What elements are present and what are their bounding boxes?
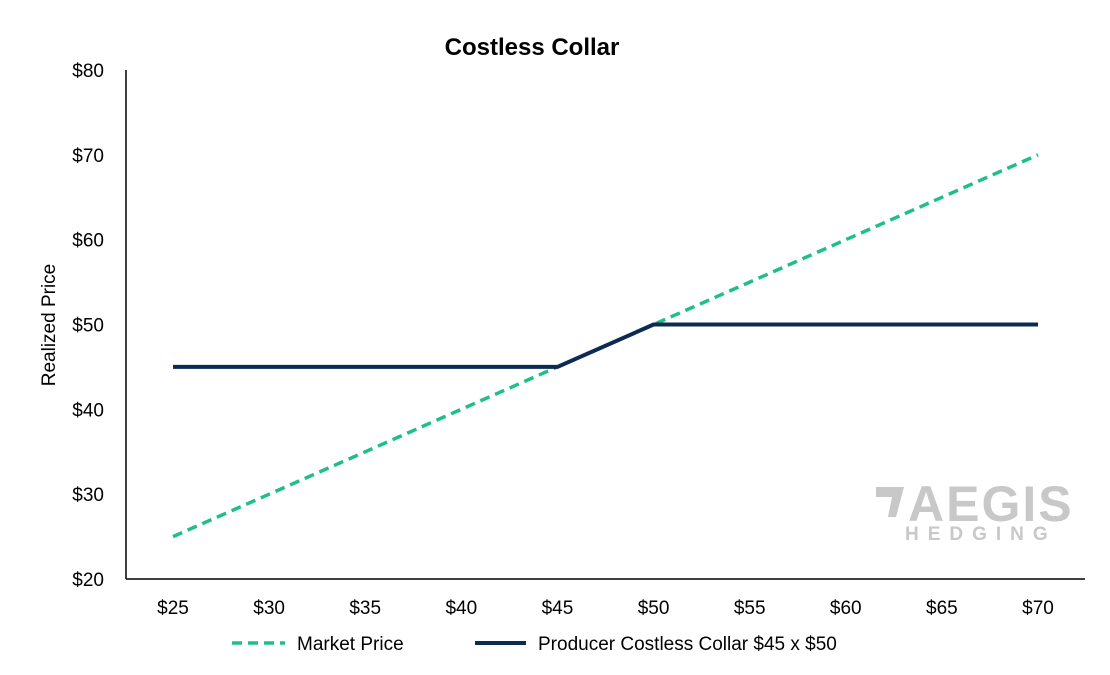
x-tick-labels: $25 $30 $35 $40 $45 $50 $55 $60 $65 $70 — [157, 598, 1054, 619]
aegis-hedging-watermark: AEGIS HEDGING — [876, 476, 1074, 545]
x-tick-label: $45 — [542, 598, 574, 619]
y-tick-label: $60 — [72, 231, 104, 252]
x-tick-label: $60 — [830, 598, 862, 619]
x-tick-label: $55 — [734, 598, 766, 619]
legend: Market Price Producer Costless Collar $45… — [232, 634, 837, 655]
x-tick-label: $25 — [157, 598, 189, 619]
y-tick-label: $40 — [72, 400, 104, 421]
chart-title: Costless Collar — [445, 34, 620, 61]
x-tick-label: $35 — [349, 598, 381, 619]
y-axis-title: Realized Price — [39, 264, 60, 387]
axes — [125, 70, 1085, 580]
watermark-line1: AEGIS — [908, 476, 1074, 532]
x-tick-label: $70 — [1022, 598, 1054, 619]
x-tick-label: $30 — [253, 598, 285, 619]
series-line-producer-costless-collar — [173, 322, 1038, 369]
x-tick-label: $40 — [445, 598, 477, 619]
y-tick-label: $30 — [72, 485, 104, 506]
aegis-logo-mark-icon — [876, 487, 904, 517]
x-tick-label: $65 — [926, 598, 958, 619]
legend-label: Market Price — [297, 634, 404, 655]
y-tick-label: $50 — [72, 316, 104, 337]
y-tick-label: $20 — [72, 570, 104, 591]
watermark-line2: HEDGING — [905, 524, 1057, 545]
series-lines — [172, 153, 1039, 539]
legend-label: Producer Costless Collar $45 x $50 — [538, 634, 837, 655]
y-tick-labels: $20 $30 $40 $50 $60 $70 $80 — [72, 61, 104, 591]
y-tick-label: $70 — [72, 146, 104, 167]
y-tick-label: $80 — [72, 61, 104, 82]
x-tick-label: $50 — [638, 598, 670, 619]
